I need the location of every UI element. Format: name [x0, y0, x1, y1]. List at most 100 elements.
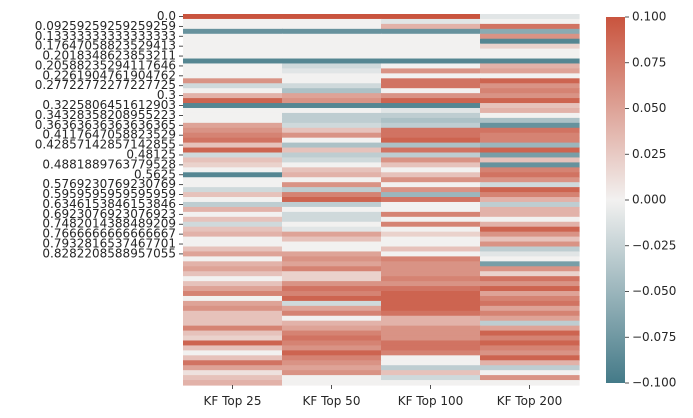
heatmap-cell: [381, 117, 481, 124]
heatmap-cell: [381, 83, 481, 89]
heatmap-cell: [381, 375, 481, 381]
row-tick-label: 0.6923076923076923: [42, 207, 176, 221]
heatmap-cell: [480, 122, 580, 129]
heatmap-cell: [381, 23, 481, 30]
heatmap-cell: [480, 206, 580, 213]
heatmap-cell: [480, 23, 580, 30]
heatmap-cell: [480, 251, 580, 257]
heatmap-cell: [381, 78, 481, 84]
heatmap-cell: [381, 340, 481, 347]
heatmap-cell: [381, 266, 481, 272]
colorbar-tick-label: 0.050: [632, 101, 666, 115]
heatmap-cell: [381, 251, 481, 257]
heatmap-cell: [183, 38, 283, 45]
heatmap-cell: [183, 271, 283, 277]
heatmap-cell: [282, 162, 382, 168]
heatmap-cell: [183, 231, 283, 238]
heatmap-cell: [282, 68, 382, 74]
heatmap-cell: [183, 375, 283, 381]
heatmap-cell: [183, 330, 283, 337]
heatmap-cell: [282, 310, 382, 317]
heatmap-cell: [480, 261, 580, 267]
heatmap-cell: [480, 335, 580, 342]
heatmap-cell: [282, 281, 382, 287]
row-tick-label: 0.4881889763779528: [42, 157, 176, 171]
row-tick-label: 0.27722772277227725: [35, 78, 176, 92]
heatmap-cell: [480, 305, 580, 312]
heatmap-cell: [282, 53, 382, 60]
column-tick-label: KF Top 200: [497, 394, 563, 408]
colorbar-tick-label: −0.075: [632, 330, 676, 344]
heatmap-cell: [381, 226, 481, 233]
row-tick-label: 0.6346153846153846: [42, 197, 176, 211]
heatmap-cell: [183, 216, 283, 223]
heatmap-cell: [480, 221, 580, 228]
colorbar-tick-label: 0.100: [632, 10, 666, 24]
row-tick-label: 0.48125: [126, 147, 176, 161]
colorbar-tick-label: 0.075: [632, 55, 666, 69]
heatmap-cell: [183, 281, 283, 287]
heatmap-cell: [381, 206, 481, 213]
colorbar-tick-label: −0.025: [632, 238, 676, 252]
heatmap-cell: [183, 73, 283, 79]
heatmap-cell: [282, 335, 382, 342]
heatmap-cell: [381, 68, 481, 74]
colorbar-gradient: [606, 17, 625, 383]
heatmap-cell: [183, 365, 283, 371]
heatmap-cell: [381, 355, 481, 361]
heatmap-cell: [282, 256, 382, 262]
row-tick-label: 0.42857142857142855: [35, 138, 176, 152]
heatmap-cell: [381, 365, 481, 371]
heatmap-cell: [282, 18, 382, 25]
heatmap-cell: [381, 33, 481, 40]
heatmap-cell: [381, 88, 481, 94]
heatmap-cell: [183, 43, 283, 50]
heatmap-cells: [183, 14, 580, 386]
heatmap-cell: [282, 325, 382, 332]
heatmap-cell: [282, 23, 382, 30]
heatmap-cell: [381, 216, 481, 223]
heatmap-cell: [480, 325, 580, 332]
heatmap-cell: [282, 206, 382, 213]
heatmap-cell: [480, 192, 580, 198]
heatmap-cell: [381, 103, 481, 109]
heatmap-cell: [381, 330, 481, 337]
heatmap-cell: [183, 291, 283, 297]
heatmap-cell: [183, 320, 283, 327]
heatmap-cell: [183, 33, 283, 40]
heatmap-cell: [183, 340, 283, 347]
heatmap-cell: [480, 286, 580, 292]
heatmap-cell: [282, 117, 382, 124]
heatmap-cell: [480, 93, 580, 99]
heatmap-cell: [480, 38, 580, 45]
heatmap-cell: [381, 172, 481, 178]
heatmap-cell: [183, 380, 283, 386]
heatmap-cell: [183, 112, 283, 119]
heatmap-cell: [282, 360, 382, 366]
heatmap-cell: [183, 88, 283, 94]
heatmap-cell: [282, 330, 382, 337]
heatmap-cell: [381, 286, 481, 292]
heatmap-cell: [480, 380, 580, 386]
row-tick-label: 0.13333333333333333: [35, 29, 176, 43]
heatmap-cell: [183, 162, 283, 168]
heatmap-cell: [480, 266, 580, 272]
heatmap-cell: [282, 271, 382, 277]
heatmap-cell: [480, 256, 580, 262]
heatmap-cell: [183, 177, 283, 183]
heatmap-cell: [183, 295, 283, 302]
column-tick-label: KF Top 50: [303, 394, 361, 408]
heatmap-cell: [381, 14, 481, 20]
heatmap-cell: [381, 197, 481, 203]
heatmap-cell: [282, 132, 382, 139]
heatmap-cell: [183, 266, 283, 272]
heatmap-cell: [282, 122, 382, 129]
row-tick-label: 0.2018348623853211: [42, 49, 176, 63]
heatmap-cell: [282, 103, 382, 109]
heatmap-cell: [480, 172, 580, 178]
heatmap-cell: [480, 216, 580, 223]
row-tick-label: 0.3: [157, 88, 176, 102]
heatmap-cell: [381, 112, 481, 119]
heatmap-cell: [480, 330, 580, 337]
heatmap-cell: [183, 98, 283, 104]
